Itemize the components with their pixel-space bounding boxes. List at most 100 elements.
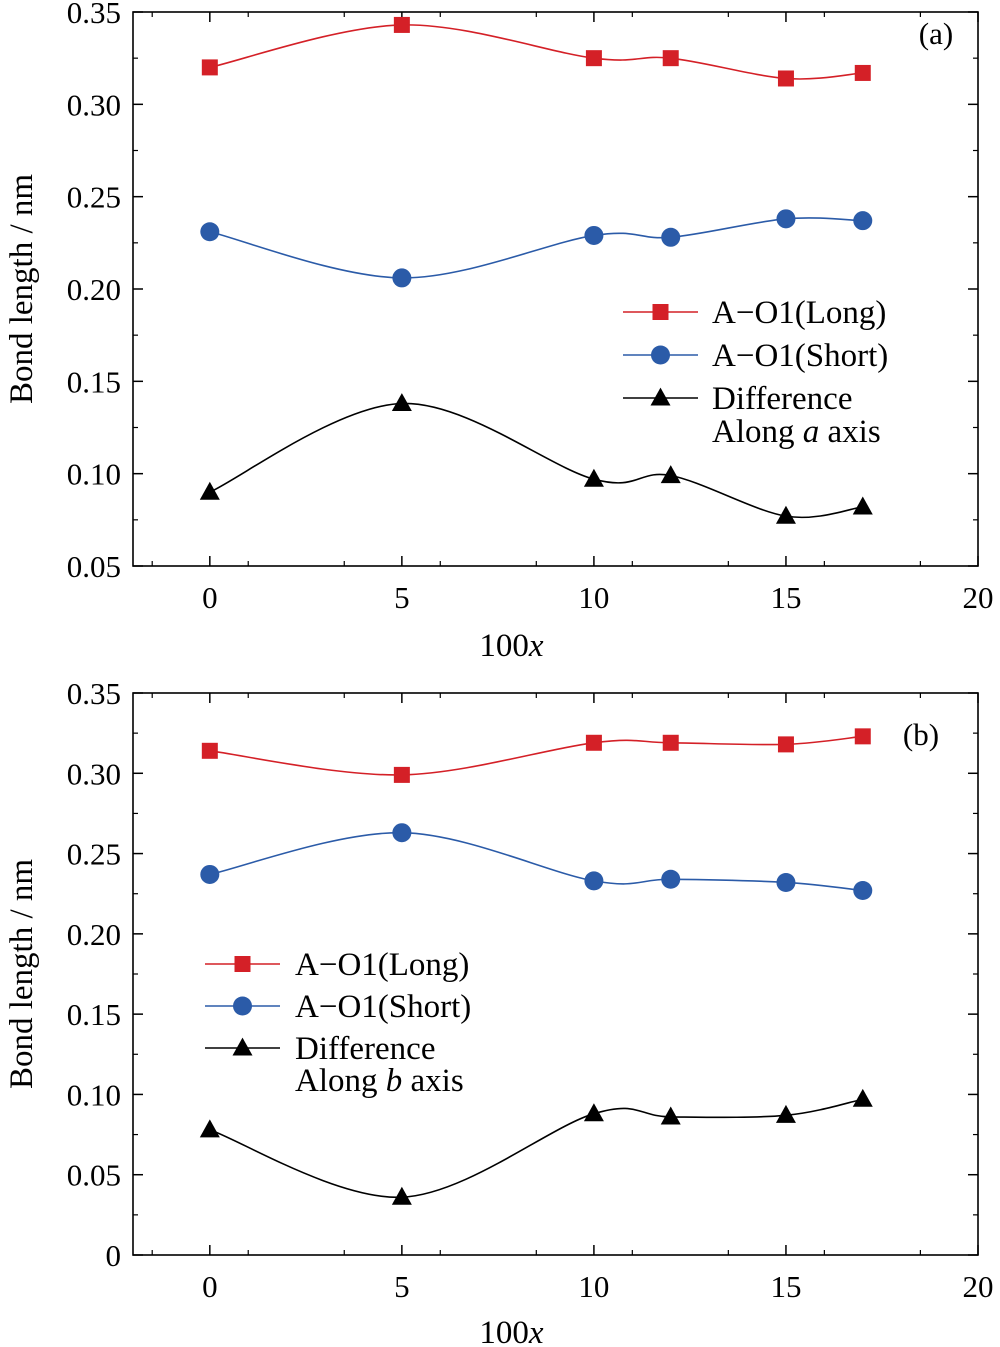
data-point-triangle (852, 496, 873, 515)
legend-label: Difference (295, 1031, 435, 1067)
legend-note: Along b axis (295, 1063, 464, 1099)
legend-label: A−O1(Short) (712, 338, 888, 374)
data-point-square (585, 50, 602, 67)
legend-label: A−O1(Short) (295, 989, 471, 1025)
x-tick-label: 15 (770, 580, 801, 615)
x-tick-label: 5 (394, 1269, 410, 1304)
legend-marker-square (652, 304, 669, 320)
data-point-circle (661, 869, 681, 889)
data-point-circle (853, 881, 873, 901)
y-tick-label: 0.25 (67, 837, 121, 872)
data-point-circle (584, 225, 604, 245)
legend-label: A−O1(Long) (295, 947, 469, 983)
data-point-triangle (775, 505, 796, 524)
data-point-triangle (775, 1104, 796, 1123)
legend-note-axis: a (803, 414, 820, 450)
legend-note-suffix: axis (402, 1063, 463, 1099)
x-tick-label: 20 (963, 580, 994, 615)
data-point-triangle (583, 1103, 604, 1122)
data-point-square (662, 50, 679, 67)
series-triangle (199, 1088, 873, 1205)
data-point-square (777, 70, 794, 87)
data-point-square (201, 59, 218, 76)
series-circle (200, 823, 873, 901)
series-line (209, 1098, 863, 1198)
series-line (209, 831, 863, 892)
series-circle (200, 209, 873, 288)
y-tick-label: 0.10 (67, 457, 121, 492)
data-point-square (393, 16, 410, 33)
x-axis-label-number: 100 (479, 1315, 529, 1347)
x-axis-label: 100x (479, 628, 544, 664)
series-line (209, 24, 863, 80)
legend-note-axis: b (386, 1063, 403, 1099)
x-tick-label: 0 (202, 1269, 218, 1304)
x-axis-label: 100x (479, 1315, 544, 1347)
y-axis-label: Bond length / nm (4, 174, 40, 404)
chart-panel-1: 0.05 0.10 0.15 0.20 0.25 0.30 0.35 0 5 10 15 20 100x… (4, 0, 994, 664)
legend-marker-triangle (232, 1037, 253, 1056)
y-tick-label: 0.15 (67, 364, 121, 399)
y-tick-label: 0.10 (67, 1077, 121, 1112)
y-tick-label: 0.20 (67, 917, 121, 952)
data-point-square (662, 734, 679, 751)
data-point-square (777, 736, 794, 753)
data-point-square (393, 766, 410, 783)
panel-label: (b) (903, 717, 939, 752)
legend-label: Difference (712, 381, 852, 417)
data-point-circle (584, 871, 604, 891)
y-axis-label: Bond length / nm (4, 859, 40, 1089)
data-point-triangle (199, 481, 220, 500)
series-triangle (199, 393, 873, 524)
legend-marker-circle (233, 996, 252, 1016)
y-tick-label: 0.05 (67, 1158, 121, 1193)
x-tick-label: 20 (963, 1269, 994, 1304)
data-point-triangle (660, 465, 681, 484)
data-point-circle (392, 268, 412, 288)
data-point-circle (392, 823, 412, 843)
legend-marker-triangle (650, 387, 671, 406)
data-point-circle (200, 864, 220, 884)
y-tick-label: 0.35 (67, 676, 121, 711)
data-point-square (854, 64, 871, 81)
data-point-square (201, 742, 218, 759)
y-tick-label: 0 (106, 1238, 122, 1273)
data-point-circle (776, 209, 796, 229)
legend-label: A−O1(Long) (712, 295, 886, 331)
legend-marker-circle (651, 345, 670, 365)
legend-note: Along a axis (712, 414, 881, 450)
x-tick-label: 0 (202, 580, 218, 615)
x-tick-label: 10 (578, 580, 609, 615)
legend-marker-square (234, 956, 251, 972)
x-axis-label-variable: x (528, 628, 544, 664)
series-square (201, 728, 871, 783)
y-tick-label: 0.15 (67, 997, 121, 1032)
data-point-circle (776, 872, 796, 892)
data-point-triangle (852, 1088, 873, 1107)
y-tick-label: 0.25 (67, 180, 121, 215)
x-axis-label-number: 100 (479, 628, 529, 664)
legend-note-prefix: Along (712, 414, 803, 450)
series-line (209, 217, 863, 279)
x-tick-label: 10 (578, 1269, 609, 1304)
data-point-circle (661, 227, 681, 247)
y-tick-label: 0.05 (67, 549, 121, 584)
legend-note-prefix: Along (295, 1063, 386, 1099)
data-point-triangle (199, 1119, 220, 1138)
y-tick-label: 0.30 (67, 756, 121, 791)
data-point-triangle (391, 1186, 412, 1205)
series-square (201, 16, 871, 87)
data-point-square (854, 728, 871, 745)
series-line (209, 735, 863, 776)
plot-frame (132, 11, 979, 567)
y-tick-label: 0.20 (67, 272, 121, 307)
data-point-triangle (660, 1106, 681, 1125)
x-axis-label-variable: x (528, 1315, 544, 1347)
y-tick-label: 0.35 (67, 0, 121, 30)
data-point-circle (200, 222, 220, 242)
y-tick-label: 0.30 (67, 87, 121, 122)
plot-frame (132, 692, 979, 1256)
x-tick-label: 5 (394, 580, 410, 615)
panel-label: (a) (919, 16, 953, 51)
